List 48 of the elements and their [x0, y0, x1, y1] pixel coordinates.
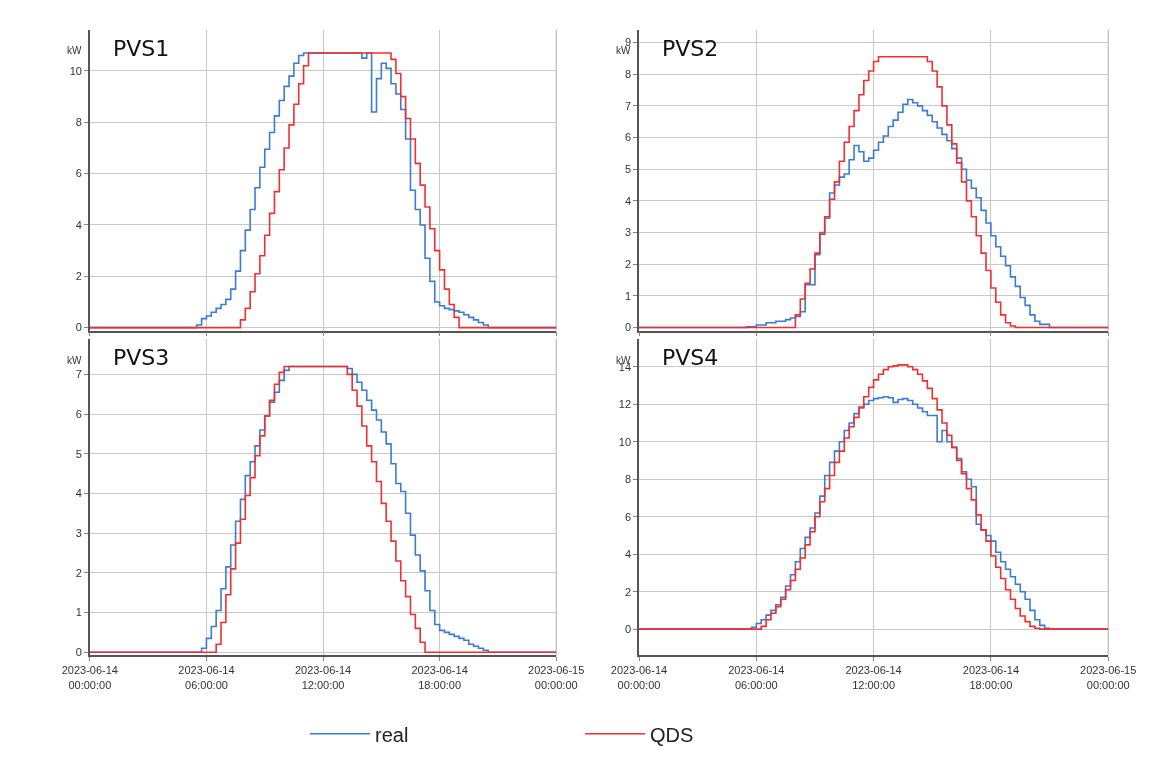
y-tick-label: 7: [624, 99, 632, 112]
x-tick-label: 2023-06-14 12:00:00: [294, 664, 352, 691]
y-tick-label: 6: [75, 407, 82, 420]
chart-title: PVS3: [113, 345, 170, 370]
y-tick-label: 4: [624, 194, 632, 207]
y-tick-label: 7: [75, 368, 82, 381]
chart-title: PVS2: [662, 36, 719, 61]
x-tick-label: 2023-06-14 00:00:00: [610, 664, 668, 691]
y-tick-label: 0: [624, 623, 632, 636]
x-tick-label: 2023-06-15 00:00:00: [528, 664, 585, 691]
y-tick-label: 6: [624, 131, 632, 144]
y-tick-label: 2: [75, 566, 82, 579]
y-tick-label: 4: [75, 487, 82, 500]
y-tick-label: 6: [624, 510, 632, 523]
x-tick-label: 2023-06-14 06:00:00: [178, 664, 235, 691]
y-tick-label: 6: [75, 167, 82, 180]
y-axis-title: kW: [67, 45, 82, 56]
y-tick-label: 1: [624, 289, 632, 302]
y-tick-label: 5: [624, 163, 632, 176]
y-tick-label: 8: [624, 68, 632, 81]
chart-title: PVS1: [113, 36, 170, 61]
y-tick-label: 10: [618, 435, 632, 448]
y-tick-label: 0: [75, 646, 82, 659]
y-tick-label: 3: [75, 527, 82, 539]
x-tick-label: 2023-06-15 00:00:00: [1080, 664, 1137, 691]
x-tick-label: 2023-06-14 00:00:00: [61, 664, 118, 691]
y-tick-label: 8: [75, 116, 82, 129]
x-tick-label: 2023-06-14 12:00:00: [845, 664, 902, 691]
chart-title: PVS4: [662, 345, 719, 370]
x-tick-label: 2023-06-14 18:00:00: [962, 664, 1020, 691]
x-tick-label: 2023-06-14 06:00:00: [728, 664, 785, 691]
y-tick-label: 0: [75, 321, 82, 334]
y-tick-label: 1: [75, 606, 82, 619]
y-tick-label: 2: [624, 585, 632, 598]
y-tick-label: 0: [624, 321, 632, 334]
legend-label: QDS: [650, 723, 694, 746]
y-tick-label: 2: [75, 270, 82, 283]
y-tick-label: 5: [75, 447, 82, 460]
y-tick-label: 4: [75, 218, 82, 231]
y-tick-label: 10: [69, 64, 82, 77]
y-tick-label: 4: [624, 548, 632, 561]
legend-label: real: [375, 723, 409, 746]
x-tick-label: 2023-06-14 18:00:00: [411, 664, 468, 691]
y-tick-label: 3: [624, 226, 632, 239]
y-axis-title: kW: [67, 355, 82, 366]
y-tick-label: 8: [624, 473, 632, 486]
y-tick-label: 12: [618, 398, 632, 411]
y-tick-label: 2: [624, 258, 632, 271]
